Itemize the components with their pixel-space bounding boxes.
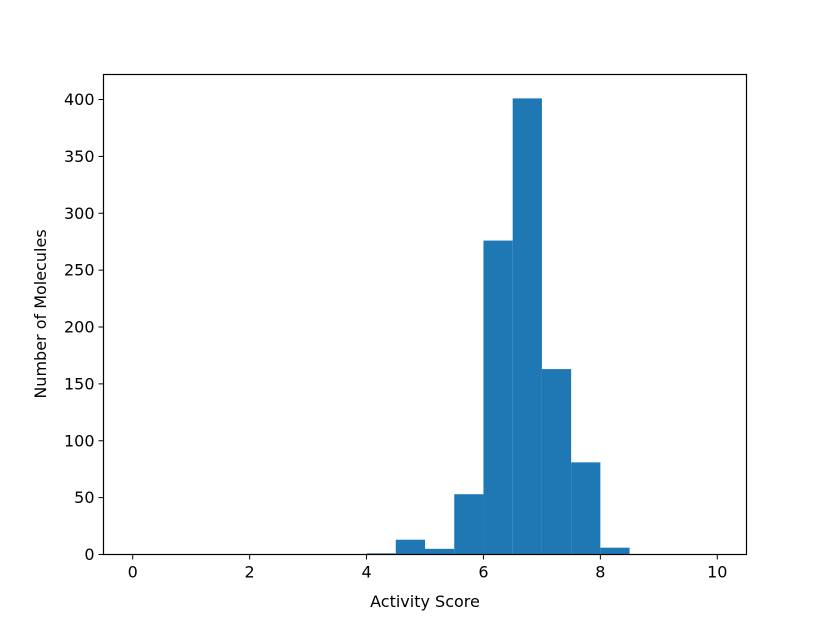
bars-layer [366,98,630,555]
histogram-bar [571,462,601,555]
histogram-bar [512,98,542,555]
x-axis: 0 2 4 6 8 10 [128,554,727,582]
y-tick-label: 50 [74,488,94,507]
histogram-bar [454,494,484,555]
y-tick-label: 0 [84,545,94,564]
y-tick-label: 100 [64,431,95,450]
y-tick-label: 200 [64,318,95,337]
x-tick-label: 2 [245,563,255,582]
x-tick-label: 0 [128,563,138,582]
histogram-bar [395,539,425,555]
y-tick-label: 300 [64,204,95,223]
y-axis: 0 50 100 150 200 250 300 350 400 [64,90,104,564]
histogram-bar [600,547,630,555]
histogram-bar [425,548,455,555]
x-tick-label: 8 [595,563,605,582]
x-axis-label: Activity Score [370,592,480,611]
x-tick-label: 10 [707,563,727,582]
x-tick-label: 6 [478,563,488,582]
plot-frame [102,73,748,556]
histogram-bar [483,240,513,555]
y-tick-label: 350 [64,147,95,166]
y-tick-label: 250 [64,261,95,280]
y-tick-label: 400 [64,90,95,109]
y-axis-label: Number of Molecules [31,229,50,398]
x-tick-label: 4 [361,563,371,582]
histogram-bar [541,369,572,555]
y-tick-label: 150 [64,374,95,393]
